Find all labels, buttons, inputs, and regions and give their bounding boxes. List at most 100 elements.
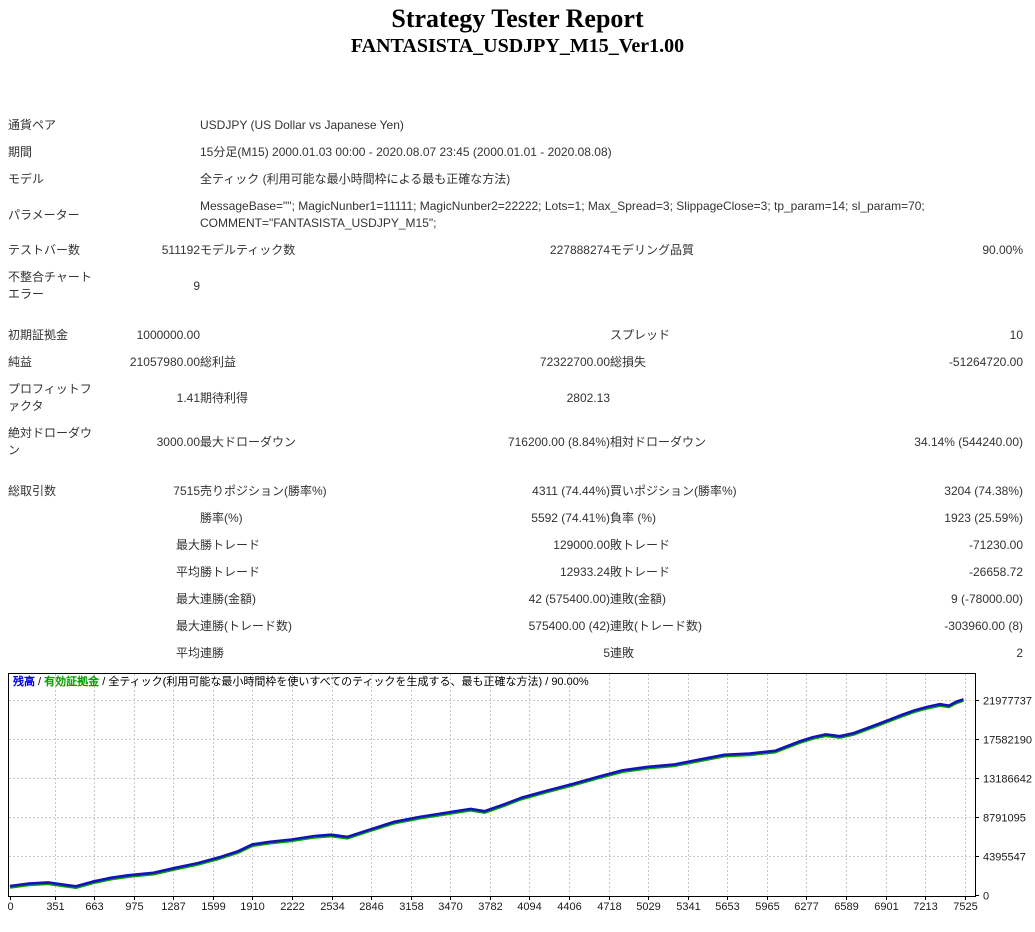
balance-chart: 0 351 663 975 1287 1599 1910 2222 2534 2846 3158 34… [0,673,1035,919]
report-value: 129000.00 [553,538,610,552]
report-label [610,264,850,308]
report-value: 42 (575400.00) [528,592,610,606]
x-axis-label: 4406 [557,901,581,913]
report-value: 12933.24 [559,565,610,579]
report-value: 716200.00 (8.84%) [507,434,610,449]
report-value: 227888274 [549,243,610,257]
report-label: 純益 [8,355,33,369]
report-value: 最大 [175,538,200,552]
chart-legend: 残高 / 有効証拠金 / 全ティック(利用可能な最小時間枠を使いすべてのティック… [13,676,589,689]
report-header: Strategy Tester Report FANTASISTA_USDJPY… [0,4,1035,58]
report-value: 3000.00 [156,434,200,449]
report-label: 初期証拠金 [8,328,69,342]
report-label: 相対ドローダウン [610,434,707,449]
report-row: 不整合チャートエラー 9 [8,264,1023,308]
report-value: 平均 [175,646,200,660]
y-axis-label: 13186642 [983,774,1032,786]
x-axis-label: 2846 [359,901,383,913]
report-label: 連勝(トレード数) [200,619,292,633]
report-value [103,139,200,166]
report-row: 純益 21057980.00 総利益 72322700.00 総損失 -51264720.… [8,349,1023,376]
report-value: 2802.13 [566,390,610,405]
report-value: 7515 [173,484,200,498]
x-axis-label: 4094 [517,901,541,913]
report-label: 総利益 [200,355,237,369]
report-label: 勝トレード [200,538,261,552]
report-value [445,322,610,349]
x-axis-label: 5341 [676,901,700,913]
report-label: 買いポジション(勝率%) [610,484,737,498]
report-value: 10 [1009,328,1024,342]
x-axis-label: 0 [7,901,13,913]
report-label: 総取引数 [8,484,57,498]
report-label: 敗トレード [610,565,671,579]
report-label: 売りポジション(勝率%) [200,484,327,498]
report-label: テストバー数 [8,243,81,257]
report-value: 3204 (74.38%) [944,484,1024,498]
report-label: モデル [8,172,45,186]
report-value: 575400.00 (42) [528,619,610,633]
report-row: 総取引数 7515 売りポジション(勝率%) 4311 (74.44%) 買いポジション… [8,478,1023,505]
report-value: 2 [1016,646,1024,660]
report-label: 勝トレード [200,565,261,579]
report-label: モデリング品質 [610,243,695,257]
x-axis-label: 6589 [834,901,858,913]
report-label: 敗トレード [610,538,671,552]
report-label: 総損失 [610,355,647,369]
x-axis-label: 7213 [913,901,937,913]
report-row: 平均 勝トレード 12933.24 敗トレード -26658.72 [8,559,1023,586]
report-label [8,559,103,586]
report-label: 期待利得 [200,390,249,405]
legend-separator: / [35,676,45,688]
report-label: 連勝(金額) [200,592,256,606]
report-label [8,586,103,613]
equity-curve-plot: 0 351 663 975 1287 1599 1910 2222 2534 2846 3158 34… [7,673,1032,913]
report-value: 9 (-78000.00) [950,592,1024,606]
report-row: 最大 勝トレード 129000.00 敗トレード -71230.00 [8,532,1023,559]
report-row: テストバー数 511192 モデルティック数 227888274 モデリング品質 90.0… [8,237,1023,264]
report-value: 511192 [161,243,200,257]
report-value [103,112,200,139]
report-row: モデル 全ティック (利用可能な最小時間枠による最も正確な方法) [8,166,1023,193]
report-value: -26658.72 [968,565,1024,579]
report-label [8,505,103,532]
report-value [103,193,200,237]
report-value: 72322700.00 [539,355,610,369]
report-label: プロフィットファクタ [8,382,92,413]
report-label: 連敗(トレード数) [610,619,702,633]
x-axis-label: 1599 [201,901,225,913]
x-axis-label: 4718 [597,901,621,913]
report-label: スプレッド [610,328,671,342]
x-axis-label: 975 [125,901,143,913]
report-row: 初期証拠金 1000000.00 スプレッド 10 [8,322,1023,349]
x-axis-label: 1910 [240,901,264,913]
report-label: 連敗 [610,646,635,660]
report-value: MessageBase=""; MagicNunber1=11111; Magi… [200,199,925,230]
equity-line [9,699,964,890]
report-value: 5 [603,646,610,660]
legend-separator: / [542,676,552,688]
x-axis-label: 6277 [794,901,818,913]
report-label: 連敗(金額) [610,592,666,606]
report-row: 期間 15分足(M15) 2000.01.03 00:00 - 2020.08.0… [8,139,1023,166]
y-axis-label: 8791095 [983,813,1026,825]
report-row: 絶対ドローダウン 3000.00 最大ドローダウン 716200.00 (8.84%)… [8,420,1023,464]
spacer-row [8,464,1023,478]
report-label [200,322,445,349]
report-value: 21057980.00 [129,355,200,369]
x-axis-label: 3158 [399,901,423,913]
report-row: 勝率(%) 5592 (74.41%) 負率 (%) 1923 (25.59%) [8,505,1023,532]
report-label [8,640,103,667]
plot-border [8,673,976,897]
report-label [8,613,103,640]
report-value: -51264720.00 [948,355,1024,369]
report-value: 34.14% (544240.00) [914,434,1024,449]
spacer-row [8,308,1023,322]
x-axis-label: 3470 [438,901,462,913]
report-value: 最大 [175,619,200,633]
legend-balance-label: 残高 [13,676,35,688]
report-value: 最大 [175,592,200,606]
x-axis-label: 351 [46,901,64,913]
x-axis-label: 663 [85,901,103,913]
x-axis-label: 5029 [636,901,660,913]
